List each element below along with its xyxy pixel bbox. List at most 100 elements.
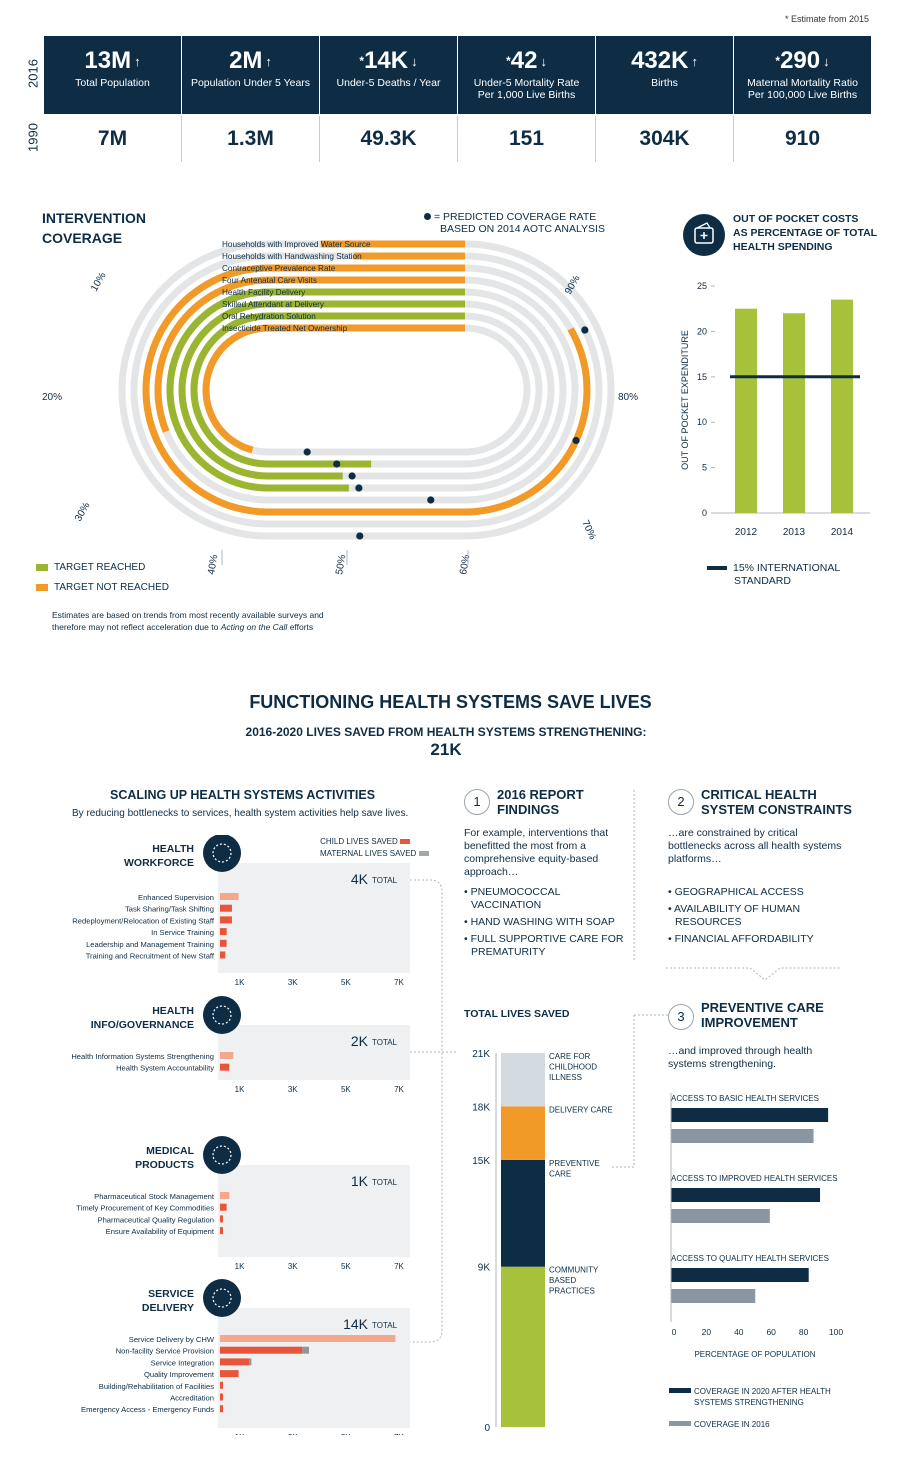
workforce-icon xyxy=(203,835,241,872)
stat-1990-value: 49.3K xyxy=(320,116,458,162)
activity-label: In Service Training xyxy=(151,928,214,937)
arrow-up-icon: ↑ xyxy=(134,53,141,69)
workforce-icon-glyph xyxy=(212,843,232,863)
category-label: ACCESS TO IMPROVED HEALTH SERVICES xyxy=(671,1174,838,1183)
preventive-chart: ACCESS TO BASIC HEALTH SERVICES ACCESS TO… xyxy=(669,1093,843,1429)
constraints-bullets: • GEOGRAPHICAL ACCESS • AVAILABILITY OF H… xyxy=(668,886,814,950)
x-tick-label: 2012 xyxy=(735,527,758,538)
text-line: systems strengthening. xyxy=(668,1058,776,1070)
stat-value: *42 ↓ xyxy=(458,48,595,75)
step-2-badge: 2 xyxy=(668,789,694,815)
percent-tick-label: 80% xyxy=(618,392,638,403)
stat-card: 432K ↑ Births xyxy=(596,36,733,114)
footnote-italic: Acting on the Call xyxy=(220,622,288,632)
governance-icon xyxy=(203,996,241,1034)
predicted-note: = PREDICTED COVERAGE RATE BASED ON 2014 … xyxy=(424,211,605,235)
findings-bullets: • PNEUMOCOCCAL VACCINATION • HAND WASHING … xyxy=(464,886,623,963)
x-tick-label: 5K xyxy=(341,978,351,987)
activity-label: Service Delivery by CHW xyxy=(129,1335,215,1344)
group-total-word: TOTAL xyxy=(372,876,398,885)
legend-maternal-swatch xyxy=(418,851,429,856)
bullet-line: • PNEUMOCOCCAL xyxy=(464,886,561,898)
coverage-chart: Households with Improved Water Source Hou… xyxy=(42,240,638,576)
stat-label-secondary: Per 100,000 Live Births xyxy=(747,88,858,101)
child-bar xyxy=(220,1393,223,1401)
maternal-bar xyxy=(302,1346,310,1354)
scaling-legend: CHILD LIVES SAVED MATERNAL LIVES SAVED xyxy=(320,836,429,860)
group-name: HEALTH xyxy=(152,1005,194,1017)
track-label: Four Antenatal Care Visits xyxy=(222,276,317,285)
x-tick-label: 1K xyxy=(235,1433,245,1435)
connector-line xyxy=(666,967,840,981)
x-tick-label: 3K xyxy=(288,1262,298,1271)
x-tick-label: 80 xyxy=(799,1327,809,1337)
bullet-line: • GEOGRAPHICAL ACCESS xyxy=(668,886,804,898)
stack-tick-label: 0 xyxy=(484,1423,490,1434)
text-line: …and improved through health xyxy=(668,1045,813,1057)
stat-label-secondary: Per 1,000 Live Births xyxy=(477,88,576,101)
systems-subhead: 2016-2020 LIVES SAVED FROM HEALTH SYSTEM… xyxy=(245,725,647,739)
coverage-track xyxy=(118,240,615,540)
segment-label: CARE xyxy=(549,1169,571,1178)
preventive-title: PREVENTIVE CARE IMPROVEMENT xyxy=(701,1000,824,1030)
bar-2016 xyxy=(671,1289,756,1303)
lives-saved-title: TOTAL LIVES SAVED xyxy=(464,1008,570,1020)
y-tick-label: 5 xyxy=(702,463,707,473)
oop-legend: 15% INTERNATIONAL STANDARD xyxy=(707,562,840,588)
activity-label: Redeployment/Relocation of Existing Staf… xyxy=(72,916,215,925)
coverage-bar xyxy=(142,264,591,516)
constraints-text: …are constrained by critical bottlenecks … xyxy=(668,827,841,866)
y-tick-label: 15 xyxy=(697,372,707,382)
arrow-up-icon: ↑ xyxy=(691,53,698,69)
group-panel xyxy=(218,863,410,973)
activity-label: Health System Accountability xyxy=(116,1064,214,1073)
estimate-star: * xyxy=(359,54,365,68)
maternal-bar xyxy=(220,1052,234,1059)
bullet-line: PREMATURITY xyxy=(471,946,546,958)
stat-number: 290 xyxy=(780,47,821,74)
predicted-dot xyxy=(581,326,589,334)
child-bar xyxy=(220,1227,223,1235)
group-total-word: TOTAL xyxy=(372,1321,398,1330)
group-total-word: TOTAL xyxy=(372,1038,398,1047)
legend-not-reached: TARGET NOT REACHED xyxy=(36,582,169,593)
coverage-bar xyxy=(190,312,465,468)
group-panel xyxy=(218,1165,410,1257)
coverage-title: INTERVENTION COVERAGE xyxy=(42,208,146,248)
estimate-star: * xyxy=(506,54,511,68)
oop-title: OUT OF POCKET COSTS AS PERCENTAGE OF TOT… xyxy=(733,212,877,254)
stat-value: 432K ↑ xyxy=(596,48,733,75)
stat-label: Total Population xyxy=(75,76,150,89)
x-axis-label: PERCENTAGE OF POPULATION xyxy=(694,1350,815,1359)
child-bar xyxy=(220,1203,227,1211)
text-line: platforms… xyxy=(668,853,722,865)
stat-number: 42 xyxy=(510,47,538,74)
predicted-note-line1: = PREDICTED COVERAGE RATE xyxy=(434,211,597,223)
governance-icon-glyph xyxy=(212,1005,232,1025)
child-bar xyxy=(220,1346,303,1354)
predicted-note-line2: BASED ON 2014 AOTC ANALYSIS xyxy=(440,223,605,235)
y-tick-label: 25 xyxy=(697,281,707,291)
activity-label: Building/Rehabilitation of Facilities xyxy=(99,1382,214,1391)
bullet-line: RESOURCES xyxy=(675,916,742,928)
connector-line xyxy=(410,879,443,1343)
oop-legend-line1: 15% INTERNATIONAL xyxy=(733,562,841,574)
coverage-track xyxy=(130,252,603,528)
category-label: ACCESS TO BASIC HEALTH SERVICES xyxy=(671,1094,819,1103)
predicted-dot xyxy=(356,532,364,540)
stat-label: Population Under 5 Years xyxy=(190,76,311,89)
text-line: comprehensive equity-based xyxy=(464,853,599,865)
track-label: Contraceptive Prevalence Rate xyxy=(222,264,336,273)
bar-2020 xyxy=(671,1108,829,1122)
estimate-star: * xyxy=(775,54,781,68)
delivery-icon-glyph xyxy=(212,1288,232,1308)
segment-label: COMMUNITY xyxy=(549,1266,599,1275)
wallet-icon xyxy=(683,214,725,256)
legend-2016-swatch xyxy=(669,1421,691,1426)
maternal-bar xyxy=(220,1192,230,1199)
arrow-up-icon: ↑ xyxy=(265,53,272,69)
arrow-down-icon: ↓ xyxy=(411,53,418,69)
segment-label: PREVENTIVE xyxy=(549,1159,600,1168)
stat-label: Maternal Mortality Ratio xyxy=(747,76,858,89)
